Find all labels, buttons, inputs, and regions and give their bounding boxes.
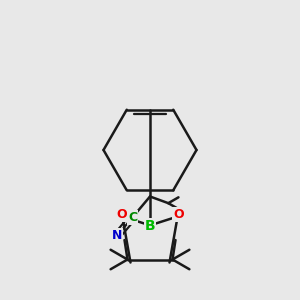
Text: O: O — [173, 208, 184, 221]
Text: O: O — [116, 208, 127, 221]
Text: N: N — [112, 229, 122, 242]
Text: B: B — [145, 220, 155, 233]
Text: C: C — [128, 211, 137, 224]
